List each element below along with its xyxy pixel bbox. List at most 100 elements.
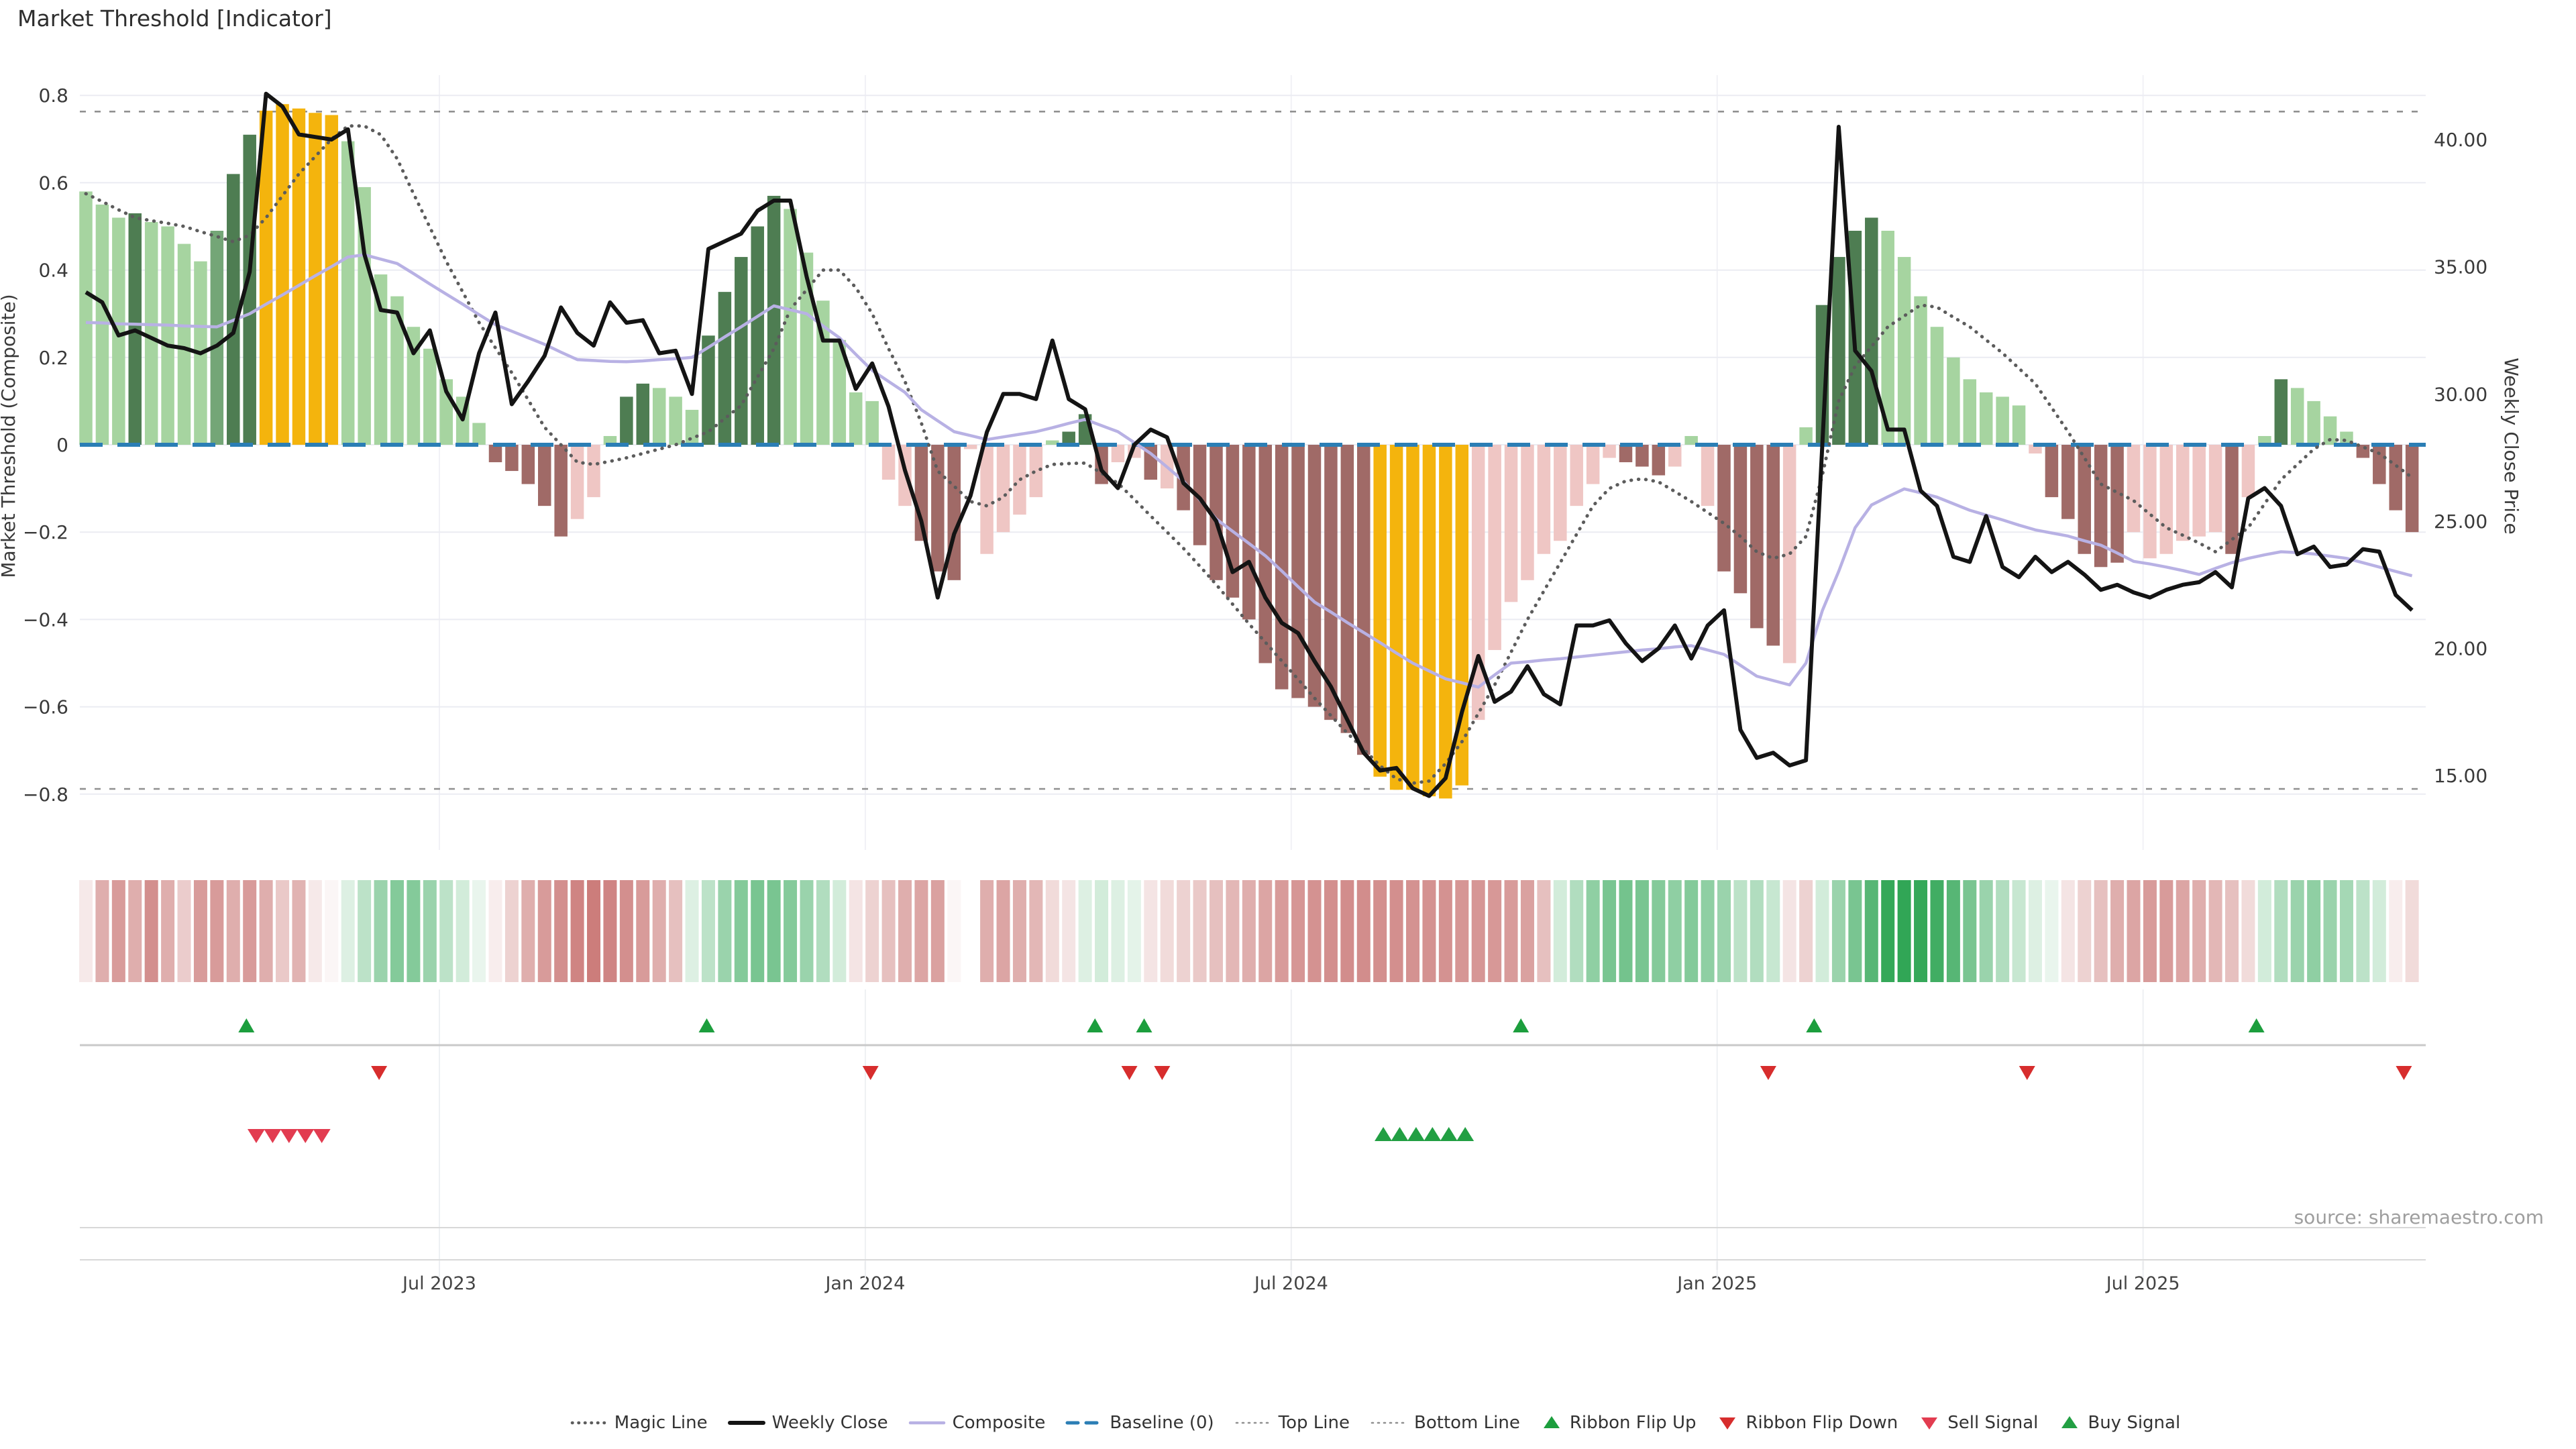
ribbon-cell — [2159, 880, 2174, 982]
indicator-bar — [554, 445, 568, 537]
ribbon-cell — [1766, 880, 1780, 982]
indicator-bar — [292, 108, 306, 445]
ribbon-cell — [472, 880, 486, 982]
legend-item-label: Buy Signal — [2088, 1413, 2181, 1433]
ribbon-cell — [1340, 880, 1354, 982]
indicator-bar — [1963, 379, 1977, 445]
ribbon-cell — [1799, 880, 1813, 982]
ribbon-cell — [1717, 880, 1731, 982]
legend-item-composite: Composite — [908, 1413, 1046, 1433]
ribbon-cell — [2257, 880, 2271, 982]
indicator-bar — [1766, 445, 1780, 646]
indicator-bar — [800, 252, 814, 445]
legend-line-swatch-icon — [1235, 1421, 1271, 1424]
indicator-bar — [881, 445, 896, 480]
ribbon-cell — [292, 880, 306, 982]
ribbon-cell — [243, 880, 257, 982]
ribbon-cell — [652, 880, 666, 982]
ribbon-cell — [784, 880, 798, 982]
ribbon-cell — [685, 880, 699, 982]
ribbon-cell — [849, 880, 863, 982]
indicator-bar — [2274, 379, 2288, 445]
indicator-bar — [1046, 440, 1059, 445]
ribbon-cell — [636, 880, 650, 982]
ribbon-cell — [1815, 880, 1829, 982]
indicator-bar — [1996, 396, 2009, 445]
indicator-bar — [784, 209, 797, 445]
indicator-bar — [1717, 445, 1731, 572]
indicator-bar — [1881, 231, 1894, 445]
indicator-bar — [2290, 388, 2304, 445]
ribbon-cell — [2012, 880, 2026, 982]
indicator-bar — [980, 445, 994, 554]
bars-layer — [79, 104, 2419, 799]
ribbon-cell — [161, 880, 175, 982]
ribbon-cell — [554, 880, 568, 982]
ribbon-cell — [1029, 880, 1043, 982]
ribbon-cell — [1520, 880, 1534, 982]
ribbon-cell — [980, 880, 994, 982]
legend-item-baseline-0-: Baseline (0) — [1065, 1413, 1214, 1433]
ribbon-cell — [407, 880, 421, 982]
legend-item-label: Weekly Close — [771, 1413, 888, 1433]
indicator-bar — [1389, 445, 1403, 790]
legend-item-label: Ribbon Flip Up — [1569, 1413, 1697, 1433]
indicator-bar — [1701, 445, 1715, 506]
ribbon-cell — [2241, 880, 2255, 982]
buy-signal-markers — [1375, 1127, 1474, 1141]
x-axis-labels: Jul 2023 Jan 2024 Jul 2024 Jan 2025 Jul 2025 — [401, 1261, 2180, 1294]
ribbon-cell — [1389, 880, 1403, 982]
indicator-bar — [177, 244, 191, 445]
legend-item-label: Composite — [952, 1413, 1046, 1433]
ribbon-cell — [1652, 880, 1666, 982]
right-tick-label: 15.00 — [2434, 765, 2487, 787]
legend-line-swatch-icon — [727, 1421, 765, 1425]
triangle-down-icon — [1719, 1417, 1736, 1430]
ribbon-cell — [1619, 880, 1633, 982]
ribbon-cell — [2323, 880, 2337, 982]
indicator-bar — [1471, 445, 1485, 720]
indicator-bar — [1586, 445, 1600, 484]
ribbon-cell — [1996, 880, 2010, 982]
indicator-bar — [1799, 427, 1813, 445]
indicator-bar — [276, 104, 289, 445]
indicator-bar — [2143, 445, 2157, 559]
indicator-bar — [2323, 416, 2337, 445]
ribbon-cell — [2078, 880, 2092, 982]
indicator-bar — [1897, 257, 1911, 445]
left-tick-label: −0.4 — [23, 608, 68, 631]
legend-item-ribbon-flip-up: Ribbon Flip Up — [1540, 1413, 1697, 1433]
ribbon-cell — [603, 880, 617, 982]
triangle-up-icon — [1543, 1416, 1560, 1428]
left-tick-label: −0.6 — [23, 696, 68, 718]
ribbon-cell — [1095, 880, 1109, 982]
indicator-bar — [751, 226, 764, 445]
indicator-bar — [931, 445, 945, 572]
indicator-bar — [652, 388, 666, 445]
ribbon-cell — [1684, 880, 1699, 982]
chart-layers: 0.8 0.6 0.4 0.2 0 −0.2 −0.4 −0.6 −0.8 40.00 35.00 3… — [23, 75, 2487, 1294]
ribbon-cell — [2389, 880, 2403, 982]
ribbon-cell — [1226, 880, 1240, 982]
left-tick-label: 0.2 — [38, 347, 68, 369]
indicator-bar — [767, 195, 781, 445]
indicator-bar — [816, 301, 830, 445]
triangle-down-icon — [1921, 1417, 1938, 1430]
indicator-bar — [1357, 445, 1371, 755]
ribbon-cell — [930, 880, 945, 982]
ribbon-cell — [374, 880, 388, 982]
ribbon-cell — [701, 880, 715, 982]
indicator-bar — [1504, 445, 1518, 602]
indicator-bar — [2094, 445, 2108, 568]
legend-item-ribbon-flip-down: Ribbon Flip Down — [1716, 1413, 1898, 1433]
ribbon-cell — [881, 880, 896, 982]
ribbon-cell — [1160, 880, 1174, 982]
legend-line-swatch-icon — [570, 1421, 608, 1425]
legend-item-label: Sell Signal — [1947, 1413, 2039, 1433]
indicator-bar — [1635, 445, 1649, 467]
ribbon-cell — [2290, 880, 2304, 982]
ribbon-cell — [1586, 880, 1600, 982]
legend-item-label: Magic Line — [614, 1413, 708, 1433]
ribbon-cell — [1422, 880, 1436, 982]
indicator-bar — [718, 292, 732, 445]
